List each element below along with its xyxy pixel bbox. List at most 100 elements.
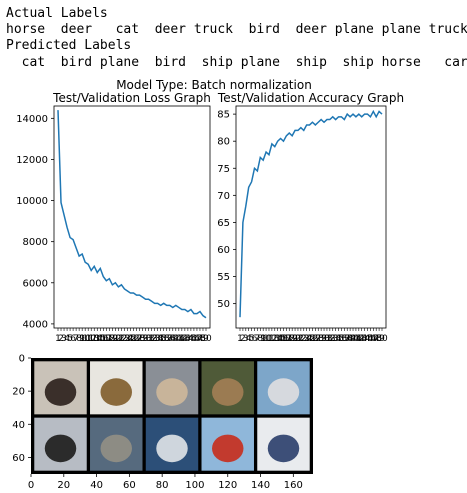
predicted-labels-heading: Predicted Labels: [6, 38, 132, 53]
loss-y-tick-label: 8000: [23, 237, 48, 248]
image-tile-subject: [212, 378, 244, 406]
accuracy-x-tick-label: 5: [249, 334, 255, 344]
loss-x-tick-label: 37: [161, 334, 172, 344]
loss-x-tick-label: 17: [101, 334, 112, 344]
loss-x-tick-label: 22: [116, 334, 127, 344]
grid-x-tick-label: 160: [284, 480, 303, 491]
accuracy-x-tick-label: 3: [243, 334, 249, 344]
loss-x-tick-label: 8: [76, 334, 82, 344]
loss-x-tick-label: 49: [197, 334, 209, 344]
loss-x-tick-label: 12: [85, 334, 96, 344]
accuracy-y-tick-label: 75: [217, 164, 230, 175]
accuracy-x-tick-label: 4: [246, 334, 252, 344]
grid-x-tick-label: 40: [90, 480, 103, 491]
accuracy-x-tick-label: 10: [260, 334, 272, 344]
loss-x-tick-label: 28: [134, 334, 146, 344]
accuracy-x-tick-label: 22: [295, 334, 306, 344]
loss-x-tick-label: 31: [143, 334, 154, 344]
accuracy-x-tick-label: 20: [289, 334, 301, 344]
grid-x-tick-label: 140: [251, 480, 270, 491]
accuracy-x-tick-label: 46: [365, 334, 377, 344]
loss-y-tick-label: 14000: [16, 114, 48, 125]
image-tile-deer: [201, 361, 254, 415]
accuracy-x-tick-label: 13: [269, 334, 280, 344]
loss-x-tick-label: 35: [155, 334, 166, 344]
loss-x-tick-label: 34: [152, 334, 164, 344]
loss-x-tick-label: 21: [113, 334, 124, 344]
accuracy-x-tick-label: 40: [347, 334, 359, 344]
accuracy-x-tick-label: 7: [255, 334, 261, 344]
loss-x-tick-label: 18: [104, 334, 116, 344]
loss-x-tick-label: 2: [58, 334, 64, 344]
loss-x-tick-label: 33: [149, 334, 160, 344]
figure-title: Model Type: Batch normalization: [116, 78, 312, 92]
accuracy-y-tick-label: 65: [217, 218, 230, 229]
loss-x-tick-label: 14: [92, 334, 104, 344]
accuracy-chart: Test/Validation Accuracy Graph 50 55 60 65 70…: [217, 91, 404, 344]
loss-x-tick-label: 25: [125, 334, 136, 344]
loss-x-tick-label: 23: [119, 334, 130, 344]
accuracy-y-tick-label: 70: [217, 191, 230, 202]
accuracy-y-tick-label: 85: [217, 110, 230, 121]
loss-x-tick-label: 16: [98, 334, 110, 344]
grid-y-tick-label: 60: [12, 453, 25, 464]
accuracy-x-tick-label: 8: [257, 334, 263, 344]
accuracy-x-tick-label: 49: [373, 334, 385, 344]
accuracy-x-tick-label: 12: [266, 334, 277, 344]
loss-x-tick-label: 26: [128, 334, 140, 344]
actual-labels-row: horse deer cat deer truck bird deer plan…: [6, 22, 467, 37]
loss-x-tick-label: 39: [167, 334, 179, 344]
loss-x-tick-label: 11: [82, 334, 93, 344]
accuracy-x-tick-label: 29: [315, 334, 327, 344]
accuracy-x-tick-label: 27: [310, 334, 321, 344]
loss-x-tick-label: 42: [176, 334, 187, 344]
loss-x-tick-label: 29: [137, 334, 149, 344]
loss-chart-title: Test/Validation Loss Graph: [52, 91, 211, 105]
loss-x-tick-label: 20: [110, 334, 122, 344]
grid-x-tick-label: 20: [57, 480, 70, 491]
accuracy-x-tick-label: 45: [362, 334, 373, 344]
image-tile-deer: [90, 361, 143, 415]
accuracy-x-tick-label: 25: [304, 334, 315, 344]
loss-y-tick-label: 4000: [23, 319, 48, 330]
loss-x-tick-label: 48: [194, 334, 206, 344]
loss-x-tick-label: 9: [79, 334, 85, 344]
loss-x-tick-label: 6: [70, 334, 76, 344]
accuracy-x-tick-label: 36: [336, 334, 348, 344]
image-tile-subject: [212, 434, 244, 463]
image-grid: 0 20 40 60 0 20 40 60 80 100 120 140 160: [12, 354, 313, 491]
loss-x-tick-label: 15: [95, 334, 106, 344]
accuracy-x-tick-label: 23: [298, 334, 309, 344]
loss-x-tick-label: 44: [182, 334, 194, 344]
image-tile-plane: [201, 417, 254, 471]
accuracy-x-tick-label: 38: [341, 334, 353, 344]
accuracy-x-tick-label: 37: [339, 334, 350, 344]
accuracy-x-tick-label: 15: [275, 334, 286, 344]
accuracy-x-tick-label: 30: [318, 334, 330, 344]
accuracy-x-tick-label: 17: [281, 334, 292, 344]
loss-x-tick-label: 40: [170, 334, 182, 344]
image-tile-deer: [90, 417, 143, 471]
accuracy-chart-title: Test/Validation Accuracy Graph: [217, 91, 404, 105]
loss-x-tick-label: 5: [67, 334, 73, 344]
loss-x-tick-label: 24: [122, 334, 134, 344]
accuracy-x-tick-label: 43: [356, 334, 367, 344]
accuracy-x-tick-label: 34: [330, 334, 342, 344]
accuracy-x-tick-label: 6: [252, 334, 258, 344]
loss-x-tick-label: 36: [158, 334, 170, 344]
accuracy-x-tick-label: 39: [344, 334, 356, 344]
accuracy-x-tick-label: 26: [307, 334, 319, 344]
loss-x-tick-label: 45: [185, 334, 196, 344]
accuracy-x-tick-label: 31: [321, 334, 332, 344]
grid-y-tick-label: 0: [19, 354, 25, 365]
loss-x-tick-label: 19: [107, 334, 119, 344]
loss-y-tick-label: 12000: [16, 155, 48, 166]
loss-x-tick-label: 27: [131, 334, 142, 344]
accuracy-x-tick-label: 48: [370, 334, 382, 344]
loss-y-tick-label: 10000: [16, 196, 48, 207]
accuracy-x-tick-label: 24: [301, 334, 313, 344]
loss-x-tick-label: 38: [164, 334, 176, 344]
accuracy-x-tick-label: 18: [284, 334, 296, 344]
loss-x-tick-label: 47: [191, 334, 202, 344]
accuracy-x-tick-label: 28: [313, 334, 325, 344]
